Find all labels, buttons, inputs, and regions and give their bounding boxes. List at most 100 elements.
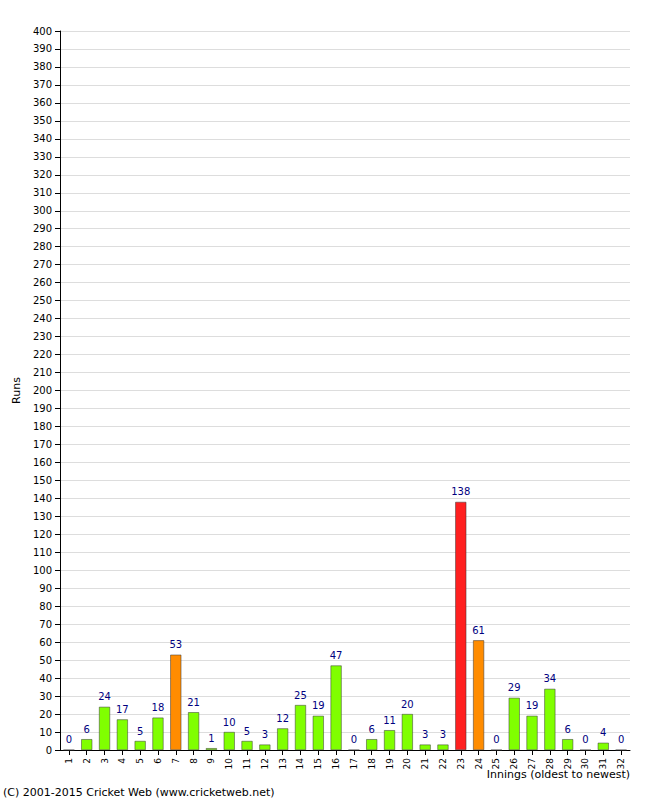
svg-text:7: 7: [171, 758, 181, 764]
svg-text:20: 20: [402, 758, 412, 770]
svg-text:4: 4: [600, 727, 606, 738]
svg-text:120: 120: [33, 529, 52, 540]
svg-text:390: 390: [33, 43, 52, 54]
svg-text:380: 380: [33, 61, 52, 72]
svg-text:320: 320: [33, 169, 52, 180]
svg-text:40: 40: [39, 673, 52, 684]
svg-text:24: 24: [98, 691, 111, 702]
svg-text:21: 21: [187, 697, 200, 708]
svg-text:25: 25: [294, 690, 307, 701]
svg-text:12: 12: [260, 758, 270, 769]
svg-text:30: 30: [39, 691, 52, 702]
svg-text:0: 0: [351, 734, 357, 745]
svg-text:20: 20: [401, 699, 414, 710]
svg-text:25: 25: [491, 758, 501, 769]
svg-text:70: 70: [39, 619, 52, 630]
svg-text:170: 170: [33, 439, 52, 450]
svg-text:110: 110: [33, 547, 52, 558]
svg-text:21: 21: [420, 758, 430, 769]
svg-text:6: 6: [84, 724, 90, 735]
svg-text:5: 5: [135, 758, 145, 764]
svg-text:80: 80: [39, 601, 52, 612]
svg-text:3: 3: [262, 729, 268, 740]
svg-text:Runs: Runs: [10, 377, 23, 404]
svg-text:11: 11: [383, 715, 396, 726]
svg-text:400: 400: [33, 26, 52, 37]
svg-text:130: 130: [33, 511, 52, 522]
svg-text:13: 13: [278, 758, 288, 769]
svg-text:24: 24: [474, 758, 484, 770]
svg-text:47: 47: [330, 650, 343, 661]
svg-text:11: 11: [242, 758, 252, 769]
svg-text:1: 1: [64, 758, 74, 764]
svg-text:10: 10: [39, 727, 52, 738]
svg-text:300: 300: [33, 205, 52, 216]
svg-text:30: 30: [580, 758, 590, 770]
svg-text:34: 34: [543, 673, 556, 684]
svg-text:17: 17: [349, 758, 359, 769]
svg-text:19: 19: [526, 700, 539, 711]
svg-text:61: 61: [472, 625, 485, 636]
svg-text:340: 340: [33, 133, 52, 144]
svg-text:0: 0: [582, 734, 588, 745]
svg-text:9: 9: [206, 758, 216, 764]
svg-text:260: 260: [33, 277, 52, 288]
svg-text:6: 6: [564, 724, 570, 735]
svg-text:29: 29: [563, 758, 573, 770]
svg-text:19: 19: [312, 700, 325, 711]
svg-text:17: 17: [116, 704, 129, 715]
svg-text:18: 18: [367, 758, 377, 770]
svg-text:29: 29: [508, 682, 521, 693]
svg-text:330: 330: [33, 151, 52, 162]
svg-text:3: 3: [100, 758, 110, 764]
svg-text:5: 5: [244, 726, 250, 737]
svg-text:60: 60: [39, 637, 52, 648]
svg-text:2: 2: [82, 758, 92, 764]
svg-text:180: 180: [33, 421, 52, 432]
svg-text:200: 200: [33, 385, 52, 396]
svg-text:23: 23: [456, 758, 466, 769]
svg-text:3: 3: [422, 729, 428, 740]
svg-text:138: 138: [451, 486, 470, 497]
svg-text:26: 26: [509, 758, 519, 770]
svg-text:240: 240: [33, 313, 52, 324]
svg-text:3: 3: [440, 729, 446, 740]
svg-text:290: 290: [33, 223, 52, 234]
svg-text:18: 18: [152, 702, 165, 713]
svg-text:210: 210: [33, 367, 52, 378]
svg-text:12: 12: [276, 713, 289, 724]
svg-text:31: 31: [598, 758, 608, 769]
svg-text:0: 0: [46, 745, 52, 756]
svg-text:28: 28: [545, 758, 555, 770]
svg-text:250: 250: [33, 295, 52, 306]
svg-text:(C) 2001-2015 Cricket Web (www: (C) 2001-2015 Cricket Web (www.cricketwe…: [3, 786, 275, 799]
svg-text:0: 0: [618, 734, 624, 745]
svg-text:22: 22: [438, 758, 448, 769]
svg-text:6: 6: [369, 724, 375, 735]
svg-text:280: 280: [33, 241, 52, 252]
svg-text:140: 140: [33, 493, 52, 504]
svg-text:190: 190: [33, 403, 52, 414]
svg-text:150: 150: [33, 475, 52, 486]
svg-text:100: 100: [33, 565, 52, 576]
svg-text:14: 14: [295, 758, 305, 770]
svg-text:0: 0: [493, 734, 499, 745]
svg-text:0: 0: [66, 734, 72, 745]
svg-text:15: 15: [313, 758, 323, 769]
svg-text:160: 160: [33, 457, 52, 468]
svg-text:8: 8: [189, 758, 199, 764]
svg-text:90: 90: [39, 583, 52, 594]
svg-text:1: 1: [208, 733, 214, 744]
svg-text:360: 360: [33, 97, 52, 108]
svg-text:27: 27: [527, 758, 537, 769]
svg-text:20: 20: [39, 709, 52, 720]
svg-text:19: 19: [385, 758, 395, 770]
svg-text:6: 6: [153, 758, 163, 764]
svg-text:50: 50: [39, 655, 52, 666]
svg-text:230: 230: [33, 331, 52, 342]
svg-text:5: 5: [137, 726, 143, 737]
svg-text:220: 220: [33, 349, 52, 360]
svg-text:53: 53: [169, 639, 182, 650]
svg-text:10: 10: [223, 717, 236, 728]
svg-text:350: 350: [33, 115, 52, 126]
